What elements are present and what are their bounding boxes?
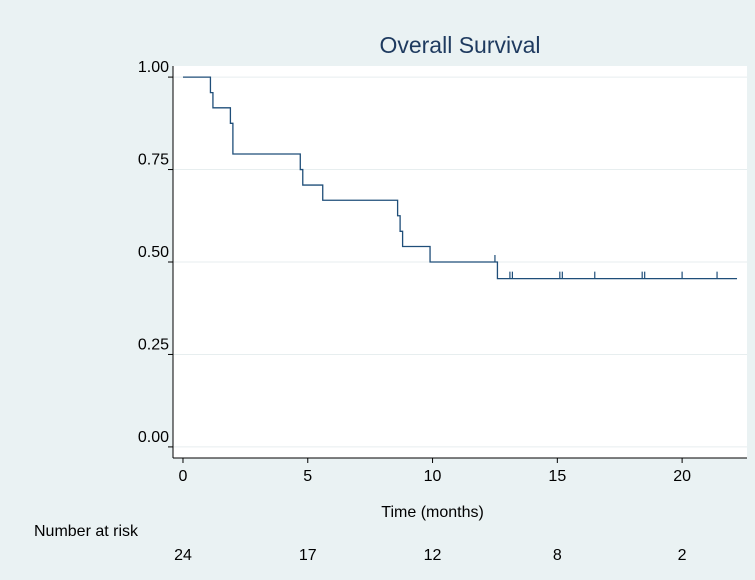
x-tick-label-0: 0	[179, 468, 188, 485]
risk-count-4: 2	[678, 547, 687, 564]
risk-count-0: 24	[174, 547, 192, 564]
risk-table-label: Number at risk	[34, 523, 139, 540]
risk-count-2: 12	[424, 547, 442, 564]
survival-curve-0	[182, 76, 738, 280]
survival-curve-layer	[182, 76, 738, 280]
x-tick-label-1: 5	[303, 468, 312, 485]
risk-count-1: 17	[299, 547, 317, 564]
y-tick-label-2: 0.50	[138, 244, 169, 261]
x-tick-label-4: 20	[673, 468, 691, 485]
risk-count-3: 8	[553, 547, 562, 564]
chart-title: Overall Survival	[379, 32, 540, 58]
x-axis-title: Time (months)	[381, 504, 484, 521]
axes	[168, 66, 747, 463]
y-tick-label-4: 1.00	[138, 59, 169, 76]
y-tick-label-0: 0.00	[138, 429, 169, 446]
labels: 0.00 0.25 0.50 0.75 1.00 0 5 10 15 20 Overall Surv…	[34, 32, 691, 564]
x-tick-label-3: 15	[548, 468, 566, 485]
y-tick-label-1: 0.25	[138, 336, 169, 353]
x-tick-label-2: 10	[424, 468, 442, 485]
y-tick-label-3: 0.75	[138, 152, 169, 169]
